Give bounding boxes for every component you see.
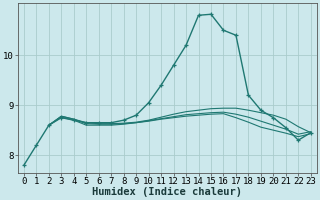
X-axis label: Humidex (Indice chaleur): Humidex (Indice chaleur) [92, 187, 242, 197]
